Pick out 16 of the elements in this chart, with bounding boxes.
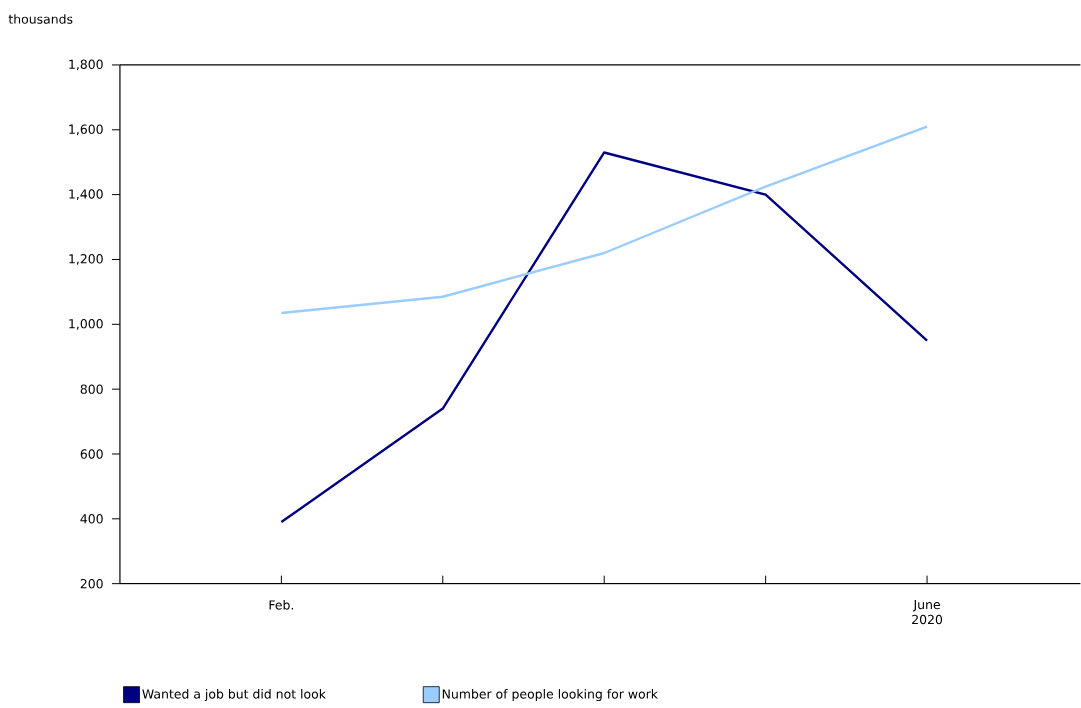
y-tick-label: 1,800 <box>69 59 103 71</box>
y-tick-label: 1,200 <box>69 254 103 266</box>
line-series <box>280 125 929 315</box>
x-tick-label: Feb. <box>269 600 294 610</box>
y-tick-label: 200 <box>80 579 103 589</box>
y-tick-label: 600 <box>80 449 103 459</box>
y-axis-title: thousands <box>8 14 73 24</box>
x-tick-label: June 2020 <box>912 600 943 625</box>
y-tick-label: 1,000 <box>69 319 103 330</box>
legend-label: Wanted a job but did not look <box>142 689 326 702</box>
y-tick-label: 1,400 <box>69 189 103 201</box>
y-tick-label: 400 <box>80 514 103 524</box>
line-series <box>280 151 929 524</box>
y-tick-label: 1,600 <box>69 124 103 136</box>
legend-label: Number of people looking for work <box>442 689 658 702</box>
y-tick-label: 800 <box>80 384 103 395</box>
